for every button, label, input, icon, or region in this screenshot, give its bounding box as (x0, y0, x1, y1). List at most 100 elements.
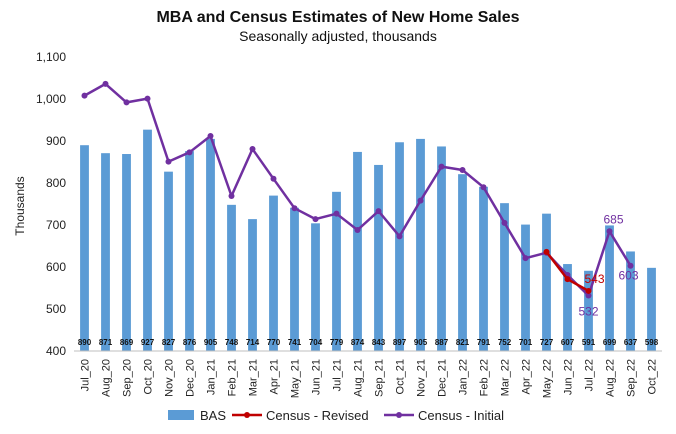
series-point (333, 210, 340, 217)
bar-value-label: 905 (204, 338, 218, 347)
x-tick-label: Apr_22 (521, 359, 533, 394)
bar-value-label: 748 (225, 338, 239, 347)
bar (542, 213, 551, 351)
y-axis: 400 500 600 700 800 900 1,000 1,100 (36, 50, 66, 358)
x-tick-label: Sep_21 (374, 359, 386, 397)
bar-value-label: 770 (267, 338, 281, 347)
x-tick-label: Aug_22 (605, 359, 617, 397)
bar (626, 251, 635, 351)
series-point (585, 287, 592, 294)
bar (122, 154, 131, 351)
y-tick-label: 400 (46, 344, 66, 358)
bars (80, 129, 656, 351)
y-tick-label: 700 (46, 218, 66, 232)
bar-value-label: 927 (141, 338, 155, 347)
x-tick-label: Feb_21 (227, 359, 239, 396)
series-point (81, 92, 88, 99)
bar (269, 195, 278, 351)
series-point (249, 145, 256, 152)
x-tick-label: Oct_21 (395, 359, 407, 394)
bar-value-label: 821 (456, 338, 470, 347)
y-axis-label: Thousands (13, 176, 27, 235)
x-tick-label: Jan_22 (458, 359, 470, 395)
bar-value-label: 701 (519, 338, 533, 347)
x-tick-label: Jul_22 (584, 359, 596, 391)
series-point (606, 228, 613, 235)
annotations: 543 532 685 603 (578, 212, 638, 318)
bar-value-label: 752 (498, 338, 512, 347)
bar (164, 171, 173, 351)
x-tick-label: Nov_20 (164, 359, 176, 397)
chart-subtitle: Seasonally adjusted, thousands (239, 28, 437, 44)
bar-value-label: 876 (183, 338, 197, 347)
x-tick-label: Jan_21 (206, 359, 218, 395)
bar-value-label: 897 (393, 338, 407, 347)
bar (647, 267, 656, 351)
x-tick-label: Aug_21 (353, 359, 365, 397)
bar (206, 138, 215, 351)
lines (81, 80, 634, 299)
bar (374, 164, 383, 351)
series-point (354, 227, 361, 234)
bar-value-label: 874 (351, 338, 365, 347)
bar (584, 270, 593, 351)
series-point (438, 163, 445, 170)
bar-value-label: 714 (246, 338, 260, 347)
bar-value-label: 591 (582, 338, 596, 347)
legend-label-bas: BAS (200, 408, 226, 423)
bar-value-label: 741 (288, 338, 302, 347)
bar (500, 203, 509, 351)
legend-marker-census-initial (396, 412, 402, 418)
x-axis: Jul_20 Aug_20 Sep_20 Oct_20 Nov_20 Dec_20 Jan_… (74, 350, 662, 398)
x-tick-label: May_21 (290, 359, 302, 398)
series-point (291, 205, 298, 212)
bar (479, 186, 488, 351)
bar-value-label: 598 (645, 338, 659, 347)
x-tick-label: Dec_20 (185, 359, 197, 397)
x-tick-label: Feb_22 (479, 359, 491, 396)
series-point (270, 175, 277, 182)
series-point (564, 276, 571, 283)
x-tick-label: Sep_22 (626, 359, 638, 397)
bar-value-label: 871 (99, 338, 113, 347)
series-point (207, 132, 214, 139)
y-tick-label: 1,100 (36, 50, 66, 64)
legend-swatch-bas (168, 410, 194, 420)
bar-value-label: 699 (603, 338, 617, 347)
data-annotation: 603 (618, 269, 638, 283)
bar-value-label: 637 (624, 338, 638, 347)
series-point (396, 233, 403, 240)
series-point (459, 166, 466, 173)
bar (248, 219, 257, 351)
bar-value-label: 843 (372, 338, 386, 347)
legend-marker-census-revised (244, 412, 250, 418)
x-tick-label: Jun_21 (311, 359, 323, 395)
y-tick-label: 600 (46, 260, 66, 274)
y-tick-label: 900 (46, 134, 66, 148)
legend: BAS Census - Revised Census - Initial (168, 408, 504, 423)
series-point (165, 158, 172, 165)
bar-value-label: 607 (561, 338, 575, 347)
bar (227, 204, 236, 351)
series-point (102, 80, 109, 87)
legend-label-census-initial: Census - Initial (418, 408, 504, 423)
x-tick-label: Mar_21 (248, 359, 260, 396)
bar-value-label: 704 (309, 338, 323, 347)
bar (332, 191, 341, 351)
bar (605, 225, 614, 351)
bar (437, 146, 446, 351)
legend-label-census-revised: Census - Revised (266, 408, 369, 423)
series-point (522, 255, 529, 262)
bar (395, 142, 404, 351)
bar-value-label: 890 (78, 338, 92, 347)
bar (80, 145, 89, 351)
bar (416, 138, 425, 351)
series-point (186, 149, 193, 156)
chart-title: MBA and Census Estimates of New Home Sal… (156, 9, 519, 26)
series-point (585, 292, 592, 299)
data-annotation: 543 (584, 272, 604, 286)
series-point (312, 216, 319, 223)
data-annotation: 532 (578, 305, 598, 319)
bar-labels: 890 871 869 927 827 876 905 748 714 770 741 704 779 8… (78, 338, 659, 347)
y-tick-label: 500 (46, 302, 66, 316)
